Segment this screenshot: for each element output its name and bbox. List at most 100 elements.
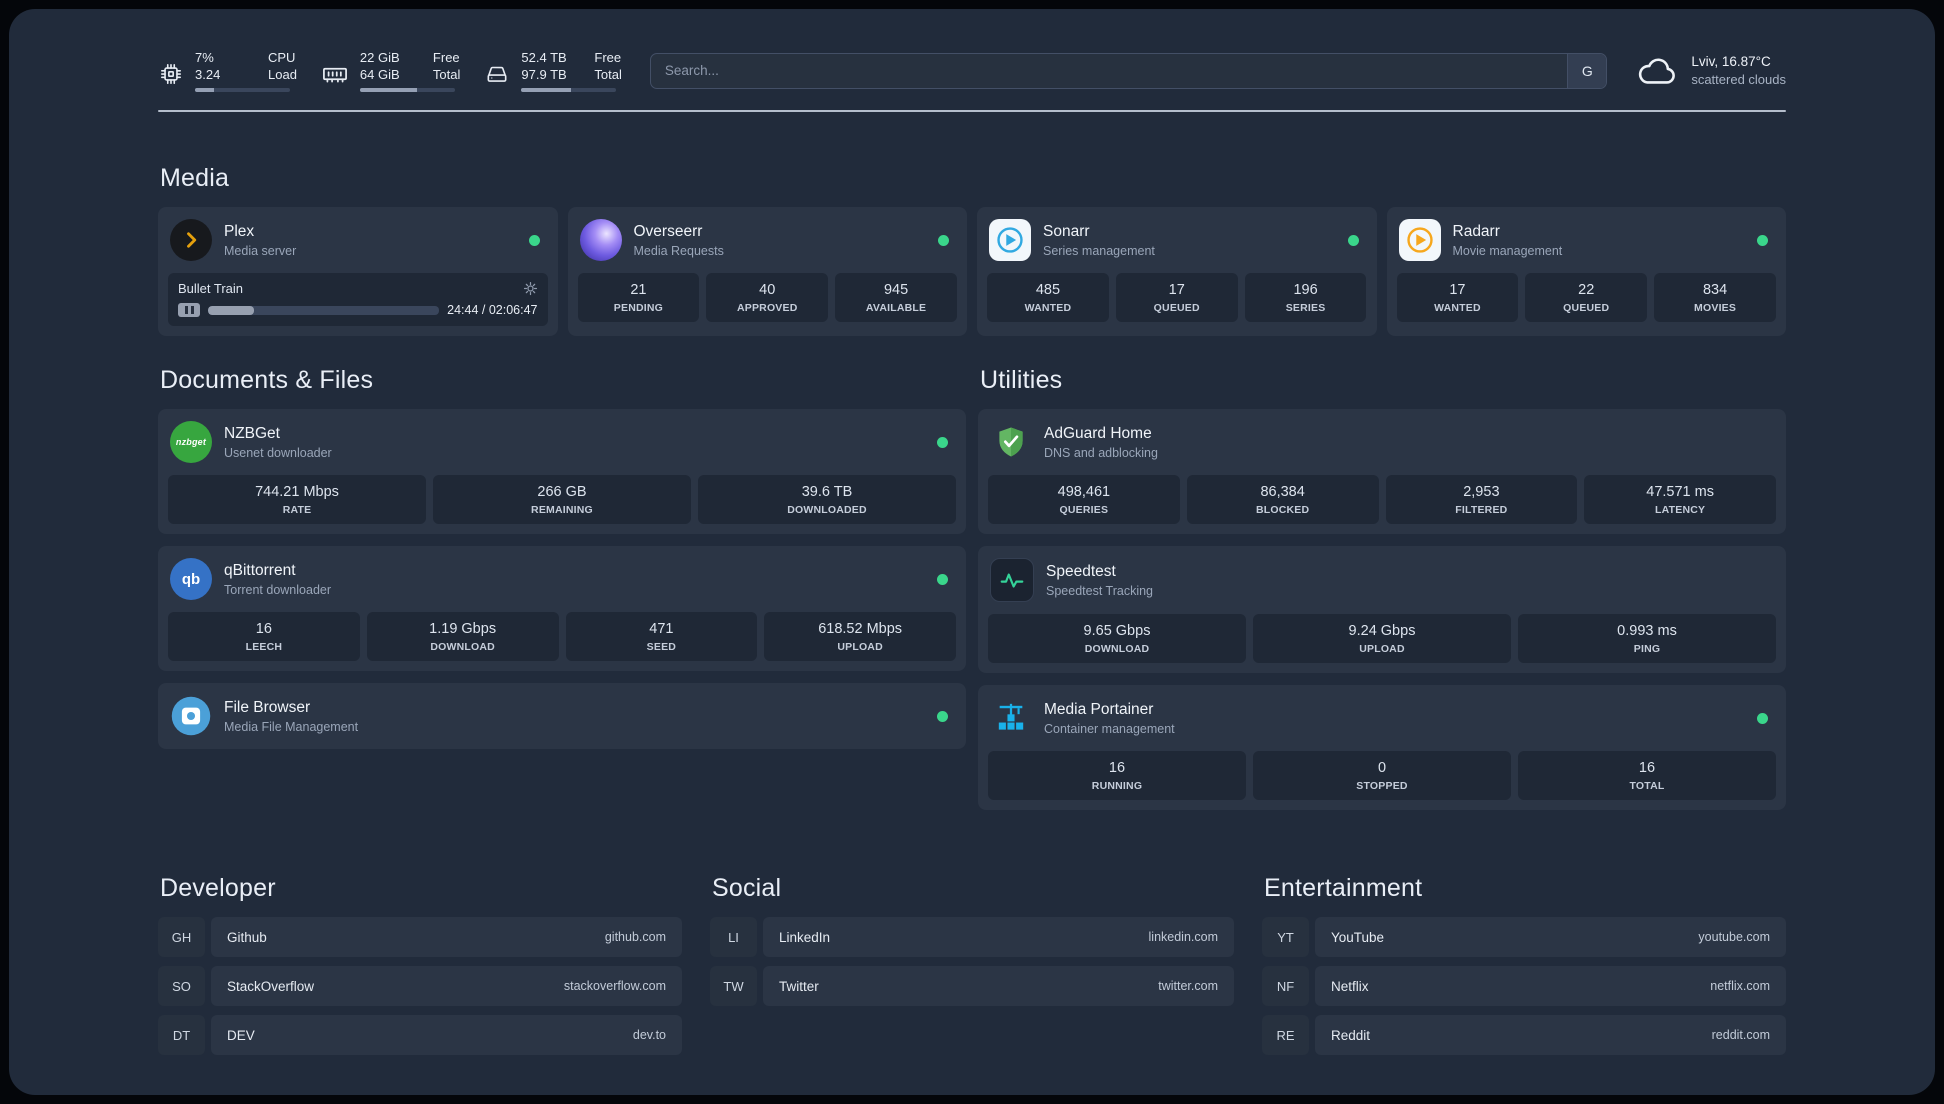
card-head: nzbget NZBGet Usenet downloader <box>168 419 956 465</box>
stat-value: 618.52 Mbps <box>818 621 903 637</box>
stat-latency: 47.571 ms LATENCY <box>1584 475 1776 524</box>
service-name: Plex <box>224 222 255 240</box>
bookmark-abbr: YT <box>1262 917 1309 957</box>
stat-value: 16 <box>1108 760 1126 776</box>
gear-icon[interactable] <box>523 281 538 296</box>
bookmark-group-title: Entertainment <box>1264 874 1423 902</box>
bookmark-linkedin[interactable]: LI LinkedIn linkedin.com <box>710 917 1234 957</box>
stats-row: 485 WANTED 17 QUEUED 196 SERIES <box>987 273 1367 322</box>
bookmark-url: dev.to <box>632 1028 666 1042</box>
bookmark-name: YouTube <box>1331 929 1385 945</box>
bookmark-url: stackoverflow.com <box>563 979 666 993</box>
service-name: File Browser <box>224 698 311 716</box>
bookmark-github[interactable]: GH Github github.com <box>158 917 682 957</box>
bookmark-group-social: Social LI LinkedIn linkedin.com TW Twitt… <box>710 874 1234 1055</box>
stat-label: UPLOAD <box>837 641 883 653</box>
service-card-portainer[interactable]: Media Portainer Container management 16 … <box>978 685 1786 810</box>
cpu-icon <box>158 55 184 92</box>
stats-row: 16 RUNNING 0 STOPPED 16 TOTAL <box>988 751 1776 800</box>
search-provider-button[interactable]: G <box>1567 53 1607 88</box>
bookmark-pill: DEV dev.to <box>211 1015 682 1055</box>
stat-available: 945 AVAILABLE <box>835 273 957 322</box>
plex-now-playing-widget: Bullet Train 24:44 / 0 <box>168 273 548 326</box>
stat-value: 86,384 <box>1260 484 1305 500</box>
disk-progress-bar <box>521 88 617 92</box>
service-name: Speedtest <box>1046 562 1116 580</box>
service-card-filebrowser[interactable]: File Browser Media File Management <box>158 683 966 749</box>
service-description: Series management <box>1043 243 1155 258</box>
stat-download: 9.65 Gbps DOWNLOAD <box>988 614 1246 663</box>
memory-total-value: 64 GiB <box>359 67 400 82</box>
service-name: Radarr <box>1452 222 1500 240</box>
service-card-plex[interactable]: Plex Media server Bullet Train <box>158 207 558 336</box>
stat-label: TOTAL <box>1629 780 1665 792</box>
stat-value: 266 GB <box>537 484 587 500</box>
card-head: Sonarr Series management <box>987 217 1367 263</box>
portainer-icon <box>990 697 1032 739</box>
topbar: 7% 3.24 CPU Load <box>158 9 1786 92</box>
service-card-sonarr[interactable]: Sonarr Series management 485 WANTED 17 Q… <box>977 207 1377 336</box>
service-name: Overseerr <box>633 222 703 240</box>
stat-value: 17 <box>1449 282 1466 298</box>
weather-location: Lviv, 16.87°C <box>1691 53 1771 69</box>
stat-value: 834 <box>1702 282 1728 298</box>
search-bar: G <box>649 52 1608 89</box>
bookmark-url: github.com <box>604 930 666 944</box>
bookmark-abbr: SO <box>158 966 205 1006</box>
overseerr-icon <box>579 219 622 261</box>
service-card-overseerr[interactable]: Overseerr Media Requests 21 PENDING 40 A… <box>567 207 967 336</box>
stat-label: FILTERED <box>1455 504 1508 516</box>
stat-label: STOPPED <box>1356 780 1408 792</box>
section-media: Media Plex Media server Bullet Train <box>158 164 1786 336</box>
stat-leech: 16 LEECH <box>168 612 360 661</box>
service-description: Media File Management <box>224 719 359 734</box>
stat-label: UPLOAD <box>1359 643 1405 655</box>
search-input[interactable] <box>650 53 1568 88</box>
bookmark-dev[interactable]: DT DEV dev.to <box>158 1015 682 1055</box>
topbar-divider <box>158 110 1786 112</box>
stat-label: PING <box>1633 643 1661 655</box>
media-grid: Plex Media server Bullet Train <box>158 207 1786 336</box>
service-card-nzbget[interactable]: nzbget NZBGet Usenet downloader 744.21 M… <box>158 409 966 534</box>
stat-value: 9.65 Gbps <box>1083 623 1151 639</box>
documents-section-title: Documents & Files <box>160 366 374 394</box>
stat-value: 21 <box>630 282 647 298</box>
pause-button[interactable] <box>178 303 200 317</box>
bookmark-stackoverflow[interactable]: SO StackOverflow stackoverflow.com <box>158 966 682 1006</box>
stats-row: 498,461 QUERIES 86,384 BLOCKED 2,953 FIL… <box>988 475 1776 524</box>
playback-progress-bar[interactable] <box>208 305 440 315</box>
service-name: Media Portainer <box>1044 700 1154 718</box>
media-section-title: Media <box>160 164 230 192</box>
bookmark-youtube[interactable]: YT YouTube youtube.com <box>1262 917 1786 957</box>
service-name: qBittorrent <box>224 561 296 579</box>
section-documents: Documents & Files nzbget NZBGet Usenet d… <box>158 366 966 749</box>
stat-series: 196 SERIES <box>1244 273 1367 322</box>
status-dot <box>1347 234 1359 246</box>
bookmark-url: linkedin.com <box>1148 930 1218 944</box>
bookmark-reddit[interactable]: RE Reddit reddit.com <box>1262 1015 1786 1055</box>
service-card-adguard-home[interactable]: AdGuard Home DNS and adblocking 498,461 … <box>978 409 1786 534</box>
memory-free-label: Free <box>432 50 460 65</box>
memory-total-label: Total <box>432 67 461 82</box>
cpu-label: CPU <box>268 50 296 65</box>
bookmark-name: Netflix <box>1331 978 1369 994</box>
memory-progress-fill <box>359 88 417 92</box>
stat-wanted: 485 WANTED <box>987 273 1109 322</box>
bookmark-pill: Github github.com <box>211 917 682 957</box>
bookmark-twitter[interactable]: TW Twitter twitter.com <box>710 966 1234 1006</box>
weather-widget: Lviv, 16.87°C scattered clouds <box>1635 53 1786 89</box>
service-card-radarr[interactable]: Radarr Movie management 17 WANTED 22 QUE… <box>1386 207 1786 336</box>
bookmark-name: Twitter <box>779 978 819 994</box>
service-card-speedtest[interactable]: Speedtest Speedtest Tracking 9.65 Gbps D… <box>978 546 1786 673</box>
stat-value: 945 <box>883 282 909 298</box>
stat-label: SERIES <box>1285 302 1326 314</box>
service-card-qbittorrent[interactable]: qb qBittorrent Torrent downloader 16 LEE… <box>158 546 966 671</box>
stat-filtered: 2,953 FILTERED <box>1385 475 1578 524</box>
stat-rate: 744.21 Mbps RATE <box>168 475 426 524</box>
stat-label: REMAINING <box>531 504 593 516</box>
stat-label: DOWNLOADED <box>787 504 867 516</box>
playback-progress-fill <box>208 305 255 315</box>
bookmark-netflix[interactable]: NF Netflix netflix.com <box>1262 966 1786 1006</box>
radarr-icon <box>1398 219 1441 261</box>
bookmark-pill: LinkedIn linkedin.com <box>763 917 1234 957</box>
